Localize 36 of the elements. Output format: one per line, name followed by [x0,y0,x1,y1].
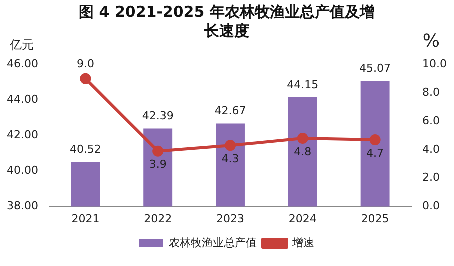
data-label: 44.15 [287,78,319,92]
y2-tick-label: 4.0 [422,142,440,156]
data-label: 4.8 [294,145,312,158]
data-label: 4.3 [222,152,240,166]
y-tick-label: 46.00 [6,57,38,70]
y-tick-label: 44.00 [6,93,38,106]
y-tick-label: 42.00 [6,128,38,142]
point [80,73,92,84]
legend-label: 增速 [292,236,314,250]
y-axis-title: 亿元 [10,37,34,54]
data-label: 40.52 [70,142,102,156]
y2-tick-label: 10.0 [422,57,448,70]
data-label: 9.0 [76,58,94,71]
y2-tick-label: 0.0 [422,200,440,213]
data-label: 4.7 [366,146,384,160]
data-label: 3.9 [149,158,167,172]
y-tick-label: 40.00 [6,164,38,178]
x-tick-label: 2025 [361,212,390,226]
x-tick-label: 2023 [216,212,244,226]
data-label: 42.67 [214,104,246,118]
chart-title: 图 4 2021-2025 年农林牧渔业总产值及增长速度 [78,3,376,41]
point [370,134,381,146]
y-tick-label: 38.00 [6,200,38,213]
point [152,146,164,157]
x-tick-label: 2021 [72,212,100,226]
y2-tick-label: 6.0 [422,114,440,128]
y2-tick-label: 8.0 [422,86,440,99]
x-tick-label: 2022 [144,212,172,226]
y2-tick-label: 2.0 [422,171,440,184]
point [297,133,308,144]
x-tick-label: 2024 [288,212,317,226]
legend-label: 农林牧渔业总产值 [169,236,257,250]
data-label: 42.39 [142,110,174,123]
y2-axis-title: % [422,31,440,52]
point [225,140,236,152]
data-label: 45.07 [360,62,392,75]
